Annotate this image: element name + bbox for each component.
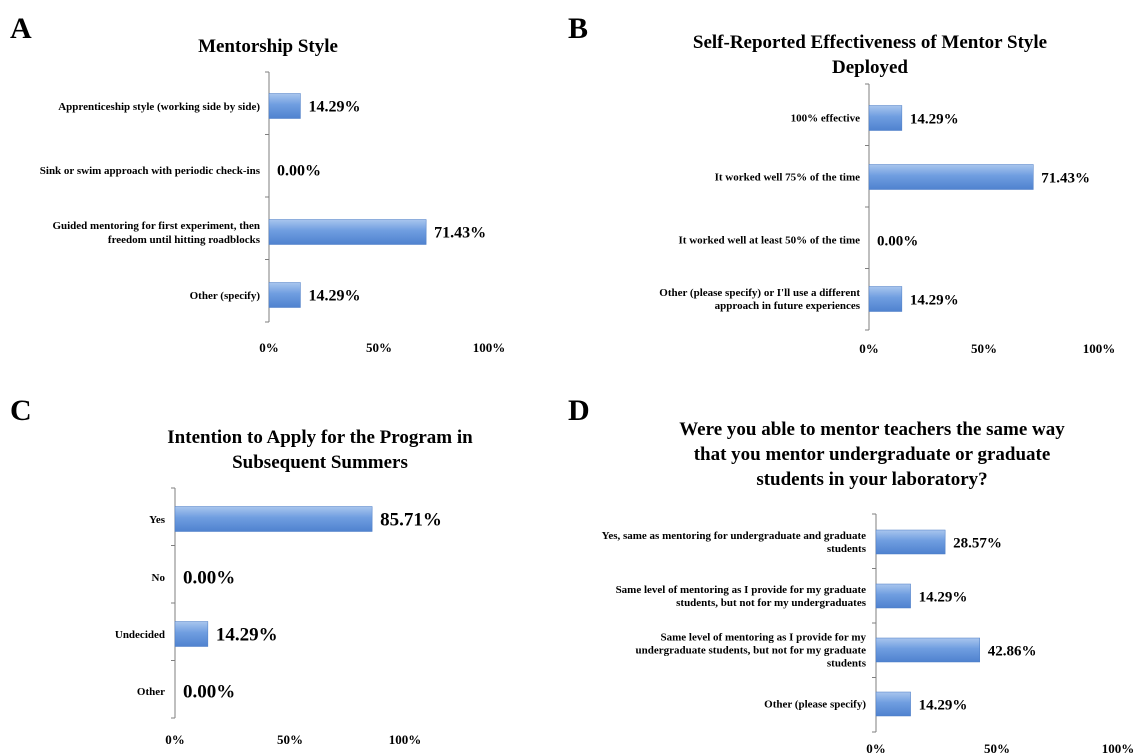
- chart-title: Intention to Apply for the Program in: [167, 427, 473, 448]
- category-label: students: [827, 658, 867, 670]
- category-label: Guided mentoring for first experiment, t…: [52, 220, 260, 232]
- bar: [174, 506, 373, 532]
- x-tick-label: 100%: [1102, 741, 1135, 754]
- x-tick-label: 50%: [277, 732, 303, 747]
- panel-letter: A: [10, 12, 32, 45]
- x-tick-label: 50%: [984, 741, 1010, 754]
- x-tick-label: 0%: [866, 741, 886, 754]
- chart-title: that you mentor undergraduate or graduat…: [694, 444, 1051, 465]
- x-tick-label: 50%: [366, 340, 392, 355]
- x-tick-label: 50%: [971, 341, 997, 356]
- chart-panel-a: A Mentorship Style 14.29% Apprenticeship st…: [10, 12, 505, 355]
- bar: [875, 529, 946, 555]
- chart-title: Self-Reported Effectiveness of Mentor St…: [693, 32, 1047, 53]
- category-label: undergraduate students, but not for my g…: [635, 645, 866, 657]
- bar: [868, 164, 1034, 190]
- data-label: 71.43%: [1041, 170, 1090, 186]
- category-label: Other (please specify): [764, 699, 866, 711]
- bar: [875, 691, 911, 717]
- category-label: Other (specify): [190, 290, 261, 302]
- x-tick-label: 100%: [389, 732, 422, 747]
- category-label: Apprenticeship style (working side by si…: [58, 101, 260, 113]
- bar: [174, 621, 209, 647]
- data-label: 71.43%: [434, 225, 486, 242]
- bar: [268, 93, 301, 119]
- data-label: 14.29%: [308, 288, 360, 305]
- data-label: 42.86%: [988, 643, 1037, 659]
- category-label: It worked well 75% of the time: [715, 172, 861, 184]
- category-label: Other: [137, 686, 165, 698]
- category-label: 100% effective: [791, 113, 860, 125]
- data-label: 85.71%: [380, 510, 442, 531]
- bar: [875, 583, 911, 609]
- data-label: 0.00%: [877, 233, 918, 249]
- bar: [868, 286, 903, 312]
- chart-panel-d: D Were you able to mentor teachers the sa…: [568, 394, 1134, 754]
- data-label: 14.29%: [919, 589, 968, 605]
- category-label: Undecided: [115, 629, 165, 641]
- data-label: 14.29%: [216, 625, 278, 646]
- panel-letter: B: [568, 12, 588, 45]
- data-label: 14.29%: [919, 697, 968, 713]
- x-tick-label: 0%: [165, 732, 185, 747]
- category-label: Same level of mentoring as I provide for…: [616, 584, 867, 596]
- category-label: It worked well at least 50% of the time: [679, 235, 861, 247]
- data-label: 0.00%: [183, 682, 235, 703]
- chart-panel-b: B Self-Reported Effectiveness of Mentor S…: [568, 12, 1115, 356]
- data-label: 14.29%: [910, 292, 959, 308]
- chart-title: Subsequent Summers: [232, 452, 408, 473]
- category-label: No: [152, 572, 166, 584]
- category-label: students, but not for my undergraduates: [676, 597, 867, 609]
- category-label: freedom until hitting roadblocks: [108, 234, 261, 246]
- bar: [268, 282, 301, 308]
- chart-title: Were you able to mentor teachers the sam…: [679, 419, 1065, 440]
- category-label: Sink or swim approach with periodic chec…: [40, 165, 261, 177]
- category-label: Yes, same as mentoring for undergraduate…: [602, 530, 867, 542]
- bar: [868, 105, 903, 131]
- category-label: students: [827, 543, 867, 555]
- data-label: 14.29%: [308, 99, 360, 116]
- chart-title: Mentorship Style: [198, 36, 338, 57]
- category-label: Same level of mentoring as I provide for…: [660, 632, 866, 644]
- bar: [268, 219, 427, 245]
- data-label: 28.57%: [953, 535, 1002, 551]
- x-tick-label: 100%: [1083, 341, 1116, 356]
- category-label: approach in future experiences: [715, 300, 861, 312]
- data-label: 14.29%: [910, 111, 959, 127]
- x-tick-label: 0%: [259, 340, 279, 355]
- x-tick-label: 100%: [473, 340, 506, 355]
- data-label: 0.00%: [183, 568, 235, 589]
- chart-title: Deployed: [832, 57, 908, 78]
- chart-title: students in your laboratory?: [756, 469, 987, 490]
- panel-letter: C: [10, 394, 32, 427]
- category-label: Yes: [149, 514, 166, 526]
- chart-panel-c: C Intention to Apply for the Program in Su…: [10, 394, 473, 747]
- panel-letter: D: [568, 394, 590, 427]
- data-label: 0.00%: [277, 163, 321, 180]
- bar: [875, 637, 980, 663]
- category-label: Other (please specify) or I'll use a dif…: [659, 287, 860, 299]
- x-tick-label: 0%: [859, 341, 879, 356]
